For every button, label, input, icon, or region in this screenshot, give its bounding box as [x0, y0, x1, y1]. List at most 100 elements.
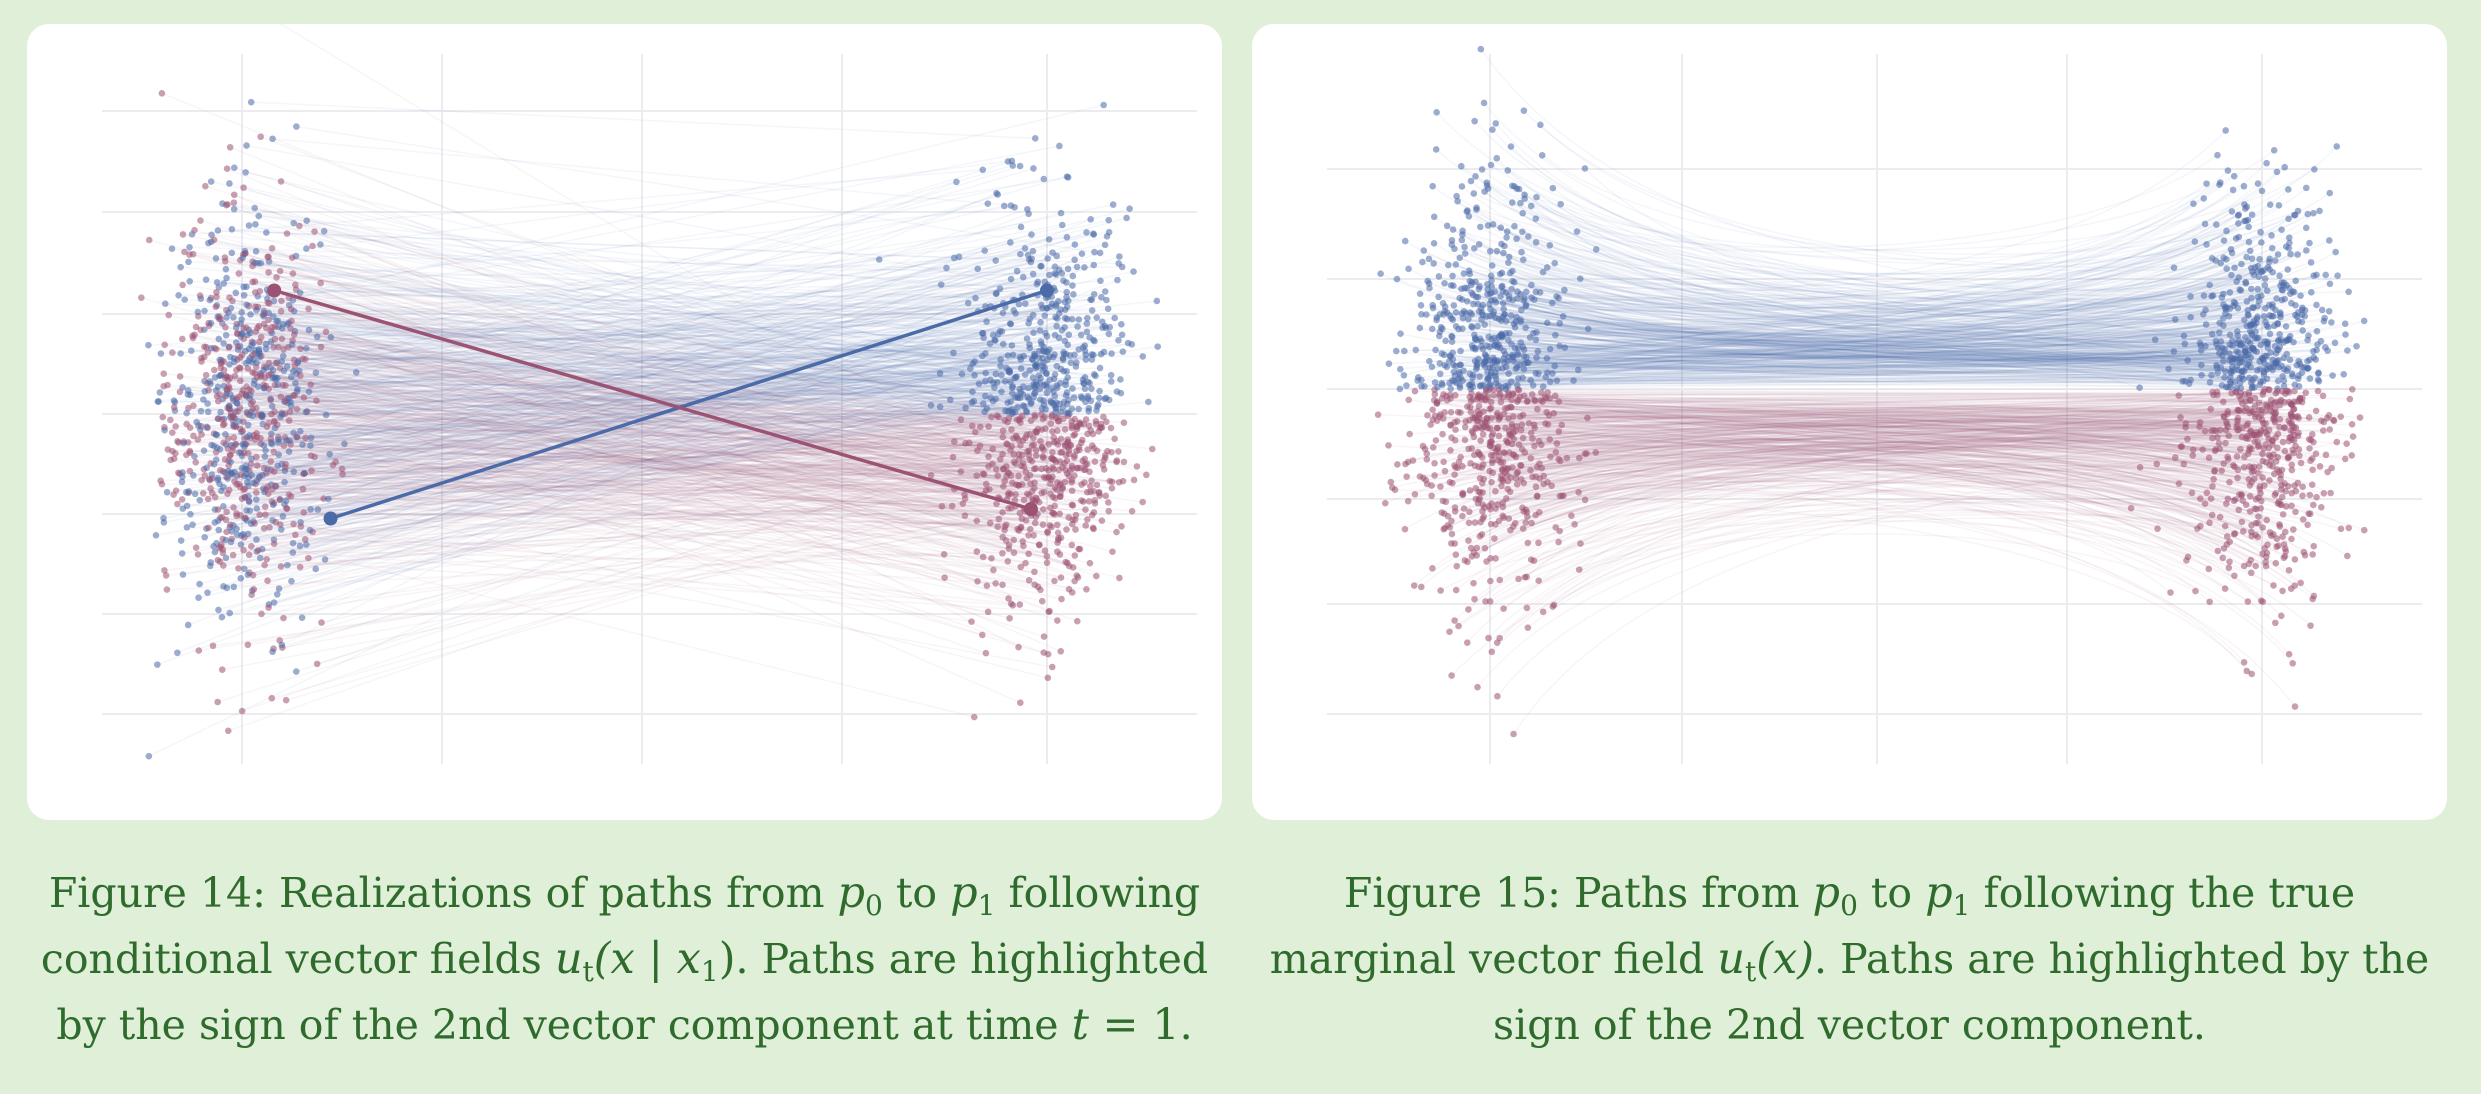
target-point [2208, 371, 2215, 379]
source-point [260, 366, 267, 374]
source-point [222, 265, 230, 273]
path-curve [1483, 449, 2180, 485]
source-point [233, 512, 240, 520]
target-point [2360, 526, 2368, 534]
source-point [279, 381, 287, 389]
source-point [204, 349, 212, 356]
target-point [988, 413, 995, 421]
path-line [175, 425, 1035, 489]
path-curve [1533, 389, 2270, 562]
source-point [1532, 473, 1540, 481]
path-line [251, 101, 1036, 140]
target-point [2304, 210, 2312, 218]
path-curve [1574, 436, 2276, 525]
target-point [1004, 441, 1011, 448]
source-point [273, 274, 280, 281]
target-point [2234, 328, 2241, 335]
target-point [2313, 301, 2320, 309]
target-point [1104, 305, 1112, 313]
path-line [182, 233, 1060, 422]
path-line [241, 322, 1029, 433]
path-line [314, 456, 1009, 510]
path-line [306, 219, 1112, 383]
source-point [207, 559, 215, 566]
source-point [220, 340, 227, 347]
target-point [1120, 419, 1128, 426]
source-point [252, 496, 260, 503]
path-line [249, 329, 1014, 356]
target-point [1006, 320, 1014, 327]
path-curve [1474, 454, 2352, 600]
path-line [219, 434, 1027, 549]
path-curve [1512, 189, 2234, 305]
source-point [259, 420, 267, 428]
path-line [209, 340, 1065, 383]
path-line [178, 472, 1035, 573]
target-point [985, 463, 992, 470]
target-point [992, 466, 1000, 473]
target-point [984, 608, 992, 616]
source-point [1519, 256, 1527, 263]
source-point [314, 506, 322, 513]
source-point [280, 614, 287, 622]
target-point [1025, 447, 1033, 455]
path-line [261, 336, 1081, 469]
source-point [260, 464, 268, 472]
target-point [2281, 447, 2289, 455]
target-point [2270, 531, 2277, 538]
path-curve [1476, 247, 2290, 366]
path-line [255, 306, 1062, 652]
target-point [2266, 201, 2274, 209]
path-line [214, 376, 1086, 403]
target-point [1011, 394, 1019, 401]
path-curve [1475, 330, 2238, 358]
source-point [1443, 222, 1451, 230]
path-line [325, 331, 1076, 557]
source-point [1522, 519, 1530, 526]
path-line [176, 478, 1051, 492]
path-line [214, 369, 1045, 638]
target-point [1123, 214, 1130, 222]
source-point [253, 536, 260, 543]
target-point [1093, 447, 1101, 455]
source-point [245, 474, 253, 481]
source-point [197, 217, 204, 224]
target-point [998, 371, 1005, 379]
path-line [320, 346, 1058, 544]
source-point [253, 306, 260, 314]
target-point [1015, 300, 1023, 308]
source-point [1486, 598, 1494, 605]
path-curve [1509, 310, 2330, 347]
path-line [229, 387, 963, 505]
path-line [225, 412, 1067, 446]
source-point [279, 513, 287, 520]
target-point [1075, 545, 1082, 553]
figure-14-panel [27, 24, 1222, 820]
target-point [1154, 343, 1162, 350]
path-line [284, 410, 1008, 483]
target-point [991, 336, 998, 344]
source-point [252, 489, 260, 496]
target-point [2189, 446, 2197, 454]
path-curve [1503, 357, 2285, 374]
path-line [233, 415, 1025, 501]
path-line [330, 336, 1110, 401]
path-curve [1539, 475, 2262, 602]
target-point [975, 380, 983, 388]
path-line [274, 338, 1086, 471]
source-point [181, 248, 188, 256]
target-point [2282, 243, 2290, 250]
source-point [241, 493, 249, 501]
path-line [227, 376, 1041, 401]
target-point [2304, 336, 2311, 344]
path-line [282, 331, 1034, 416]
source-point [210, 236, 218, 244]
path-line [267, 301, 1005, 422]
path-line [281, 300, 1074, 507]
path-line [165, 302, 1092, 361]
target-point [1063, 303, 1071, 311]
target-point [2245, 223, 2252, 231]
path-curve [1452, 243, 2207, 326]
target-point [2189, 452, 2197, 459]
source-point [1474, 448, 1482, 456]
